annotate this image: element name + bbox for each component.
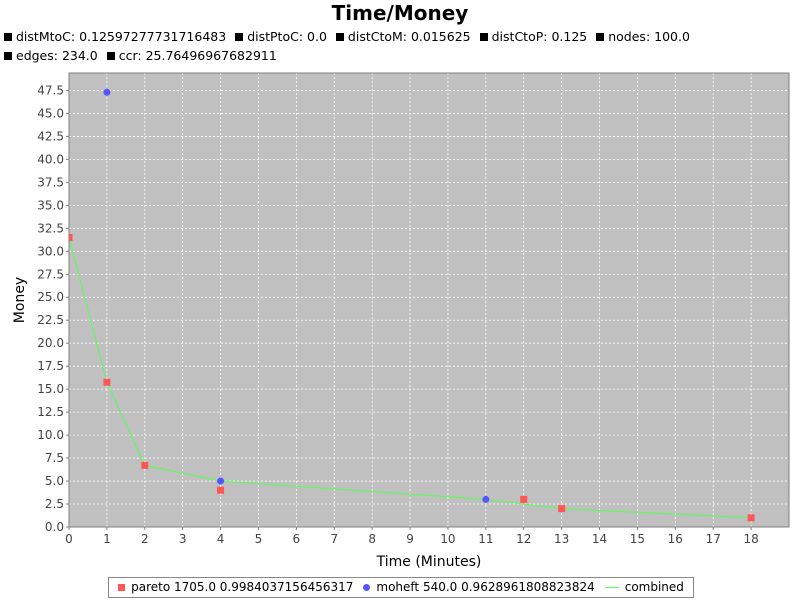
x-tick-label: 7 <box>330 532 338 546</box>
metric-bullet-icon <box>235 33 244 41</box>
metric-bullet-icon <box>106 52 115 60</box>
pareto-point <box>520 495 528 503</box>
metric-bullet-icon <box>335 33 344 41</box>
legend-item: combined <box>604 578 684 597</box>
y-tick-label: 35.0 <box>37 198 64 212</box>
x-axis-label: Time (Minutes) <box>376 554 482 570</box>
metric-label: distCtoM: 0.015625 <box>347 29 471 44</box>
y-tick-label: 22.5 <box>37 313 64 327</box>
metric-item: distCtoM: 0.015625 <box>335 27 471 46</box>
legend-label: pareto 1705.0 0.9984037156456317 <box>131 580 354 594</box>
y-tick-label: 17.5 <box>37 359 64 373</box>
legend-swatch-icon <box>604 587 619 588</box>
x-tick-label: 18 <box>743 532 758 546</box>
y-tick-label: 10.0 <box>37 428 64 442</box>
legend-item: pareto 1705.0 0.9984037156456317 <box>118 578 353 597</box>
legend-swatch-icon <box>118 584 126 591</box>
metrics-subtitle: distMtoC: 0.12597277731716483 distPtoC: 0… <box>4 27 784 65</box>
metric-item: ccr: 25.76496967682911 <box>106 46 277 65</box>
metric-item: distCtoP: 0.125 <box>479 27 588 46</box>
chart-title: Time/Money <box>331 1 469 25</box>
metric-item: nodes: 100.0 <box>596 27 690 46</box>
metric-label: distCtoP: 0.125 <box>491 29 588 44</box>
x-tick-label: 11 <box>478 532 493 546</box>
x-tick-label: 0 <box>65 532 73 546</box>
metric-label: distMtoC: 0.12597277731716483 <box>16 29 227 44</box>
y-tick-label: 2.5 <box>45 497 64 511</box>
pareto-point <box>141 461 149 469</box>
y-tick-label: 20.0 <box>37 336 64 350</box>
x-tick-label: 8 <box>368 532 376 546</box>
y-tick-label: 45.0 <box>37 106 64 120</box>
y-tick-label: 47.5 <box>37 83 64 97</box>
x-tick-label: 15 <box>630 532 645 546</box>
x-tick-label: 5 <box>255 532 263 546</box>
pareto-point <box>558 505 566 513</box>
metric-label: distPtoC: 0.0 <box>247 29 327 44</box>
legend-label: combined <box>624 580 684 594</box>
x-tick-label: 9 <box>406 532 414 546</box>
y-tick-label: 25.0 <box>37 290 64 304</box>
x-tick-label: 16 <box>668 532 683 546</box>
y-tick-label: 42.5 <box>37 129 64 143</box>
moheft-point <box>217 477 225 485</box>
metric-label: edges: 234.0 <box>16 48 98 63</box>
x-tick-label: 3 <box>179 532 187 546</box>
moheft-point <box>482 495 490 503</box>
pareto-point <box>747 514 755 522</box>
legend: pareto 1705.0 0.9984037156456317 moheft 5… <box>108 577 694 598</box>
y-axis-label: Money <box>12 277 28 323</box>
y-tick-label: 30.0 <box>37 244 64 258</box>
y-tick-label: 12.5 <box>37 405 64 419</box>
x-tick-label: 2 <box>141 532 149 546</box>
metric-bullet-icon <box>596 33 605 41</box>
y-tick-label: 40.0 <box>37 152 64 166</box>
metric-item: edges: 234.0 <box>4 46 98 65</box>
y-tick-label: 5.0 <box>45 474 64 488</box>
y-tick-label: 15.0 <box>37 382 64 396</box>
metric-item: distMtoC: 0.12597277731716483 <box>4 27 226 46</box>
y-tick-label: 7.5 <box>45 451 64 465</box>
x-tick-label: 10 <box>440 532 455 546</box>
pareto-point <box>69 234 73 242</box>
pareto-point <box>217 486 225 494</box>
metric-item: distPtoC: 0.0 <box>235 27 327 46</box>
y-tick-label: 37.5 <box>37 175 64 189</box>
x-tick-label: 12 <box>516 532 531 546</box>
metric-label: nodes: 100.0 <box>608 29 690 44</box>
pareto-point <box>103 378 111 386</box>
legend-swatch-icon <box>363 584 371 591</box>
x-tick-label: 14 <box>592 532 607 546</box>
x-tick-label: 13 <box>554 532 569 546</box>
moheft-point <box>103 88 111 96</box>
legend-item: moheft 540.0 0.9628961808823824 <box>363 578 595 597</box>
x-tick-label: 4 <box>217 532 225 546</box>
metric-bullet-icon <box>479 33 488 41</box>
plot-border <box>68 72 790 528</box>
x-tick-label: 6 <box>293 532 301 546</box>
x-tick-label: 1 <box>103 532 111 546</box>
y-tick-label: 32.5 <box>37 221 64 235</box>
y-tick-label: 27.5 <box>37 267 64 281</box>
x-tick-label: 17 <box>706 532 721 546</box>
metric-bullet-icon <box>4 52 12 60</box>
plot-area <box>69 73 789 527</box>
metric-label: ccr: 25.76496967682911 <box>118 48 277 63</box>
series-layer <box>69 88 755 522</box>
y-tick-label: 0.0 <box>45 520 64 534</box>
metric-bullet-icon <box>4 33 12 41</box>
legend-label: moheft 540.0 0.9628961808823824 <box>376 580 595 594</box>
